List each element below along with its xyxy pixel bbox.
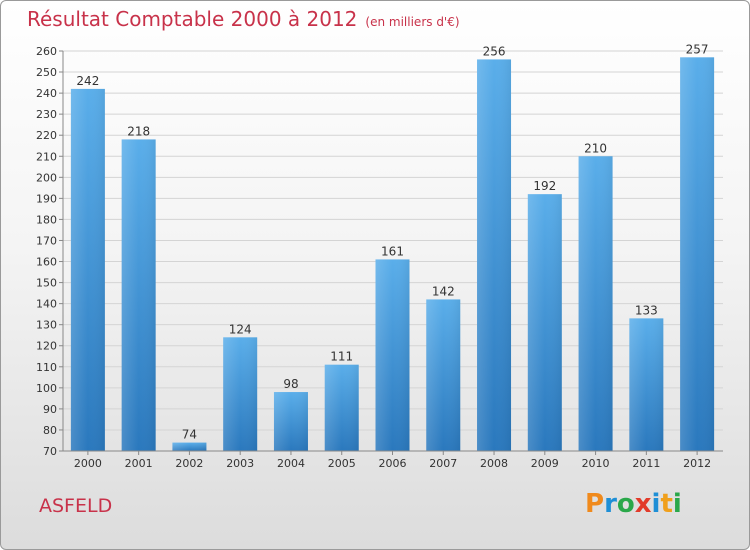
- y-tick-label: 200: [36, 171, 57, 184]
- y-tick-label: 130: [36, 319, 57, 332]
- y-tick-label: 170: [36, 234, 57, 247]
- x-tick-label: 2011: [632, 457, 660, 470]
- y-tick-label: 90: [43, 403, 57, 416]
- y-tick-label: 70: [43, 445, 57, 458]
- y-tick-label: 230: [36, 108, 57, 121]
- value-label: 133: [635, 303, 658, 317]
- x-tick-label: 2001: [125, 457, 153, 470]
- y-tick-label: 80: [43, 424, 57, 437]
- bar-shine: [324, 364, 359, 451]
- value-label: 218: [127, 124, 150, 138]
- chart-title-text: Résultat Comptable 2000 à 2012: [27, 7, 358, 31]
- bar-shine: [273, 392, 308, 451]
- logo-letter: x: [634, 489, 652, 519]
- bar-shine: [680, 57, 715, 451]
- chart-title: Résultat Comptable 2000 à 2012 (en millie…: [27, 7, 460, 31]
- y-tick-label: 150: [36, 277, 57, 290]
- value-label: 161: [381, 244, 404, 258]
- value-label: 242: [76, 74, 99, 88]
- bar-shine: [578, 156, 613, 451]
- logo-letter: o: [616, 489, 635, 519]
- y-tick-label: 120: [36, 340, 57, 353]
- x-tick-label: 2012: [683, 457, 711, 470]
- logo-letter: i: [672, 489, 682, 519]
- x-tick-label: 2007: [429, 457, 457, 470]
- bar-shine: [426, 299, 461, 451]
- x-tick-label: 2005: [328, 457, 356, 470]
- chart-subtitle: (en milliers d'€): [365, 15, 460, 29]
- y-tick-label: 190: [36, 192, 57, 205]
- x-tick-label: 2006: [379, 457, 407, 470]
- y-tick-label: 240: [36, 87, 57, 100]
- logo-letter: P: [585, 489, 605, 519]
- y-tick-label: 210: [36, 150, 57, 163]
- bar-shine: [629, 318, 664, 451]
- x-tick-label: 2004: [277, 457, 305, 470]
- bar-shine: [223, 337, 258, 451]
- x-axis: 2000 2001 2002 2003 2004 2005 2006 2007 2008 2009…: [63, 450, 723, 470]
- y-tick-label: 220: [36, 129, 57, 142]
- logo-letter: t: [660, 489, 673, 519]
- y-tick-label: 160: [36, 256, 57, 269]
- value-label: 192: [533, 179, 556, 193]
- bar-shine: [121, 139, 156, 451]
- value-label: 124: [229, 322, 252, 336]
- bar-shine: [477, 59, 512, 451]
- logo-letter: i: [651, 489, 661, 519]
- x-tick-label: 2003: [226, 457, 254, 470]
- value-label: 74: [182, 428, 197, 442]
- y-axis: 70 80 90 100 110 120 130 140 150 160 170 180 190 200 2…: [36, 45, 64, 458]
- commune-name: ASFELD: [39, 495, 113, 517]
- y-tick-label: 100: [36, 382, 57, 395]
- bar-shine: [375, 259, 410, 451]
- bars: [70, 57, 715, 451]
- x-tick-label: 2008: [480, 457, 508, 470]
- value-label: 210: [584, 141, 607, 155]
- x-tick-label: 2010: [582, 457, 610, 470]
- logo-letter: r: [604, 489, 617, 519]
- value-label: 111: [330, 350, 353, 364]
- bar-shine: [70, 88, 105, 451]
- value-labels: 242 218 74 124 98 111 161 142 256 192 210 133 257: [76, 42, 708, 441]
- value-label: 98: [283, 377, 298, 391]
- y-tick-label: 260: [36, 45, 57, 58]
- y-tick-label: 180: [36, 213, 57, 226]
- bar-shine: [172, 442, 207, 451]
- y-tick-label: 250: [36, 66, 57, 79]
- value-label: 256: [483, 44, 506, 58]
- x-tick-label: 2002: [175, 457, 203, 470]
- proxiti-logo: Proxiti: [585, 489, 682, 519]
- y-tick-label: 140: [36, 298, 57, 311]
- x-tick-label: 2000: [74, 457, 102, 470]
- value-label: 257: [686, 42, 709, 56]
- y-tick-label: 110: [36, 361, 57, 374]
- bar-shine: [527, 194, 562, 451]
- value-label: 142: [432, 284, 455, 298]
- x-tick-label: 2009: [531, 457, 559, 470]
